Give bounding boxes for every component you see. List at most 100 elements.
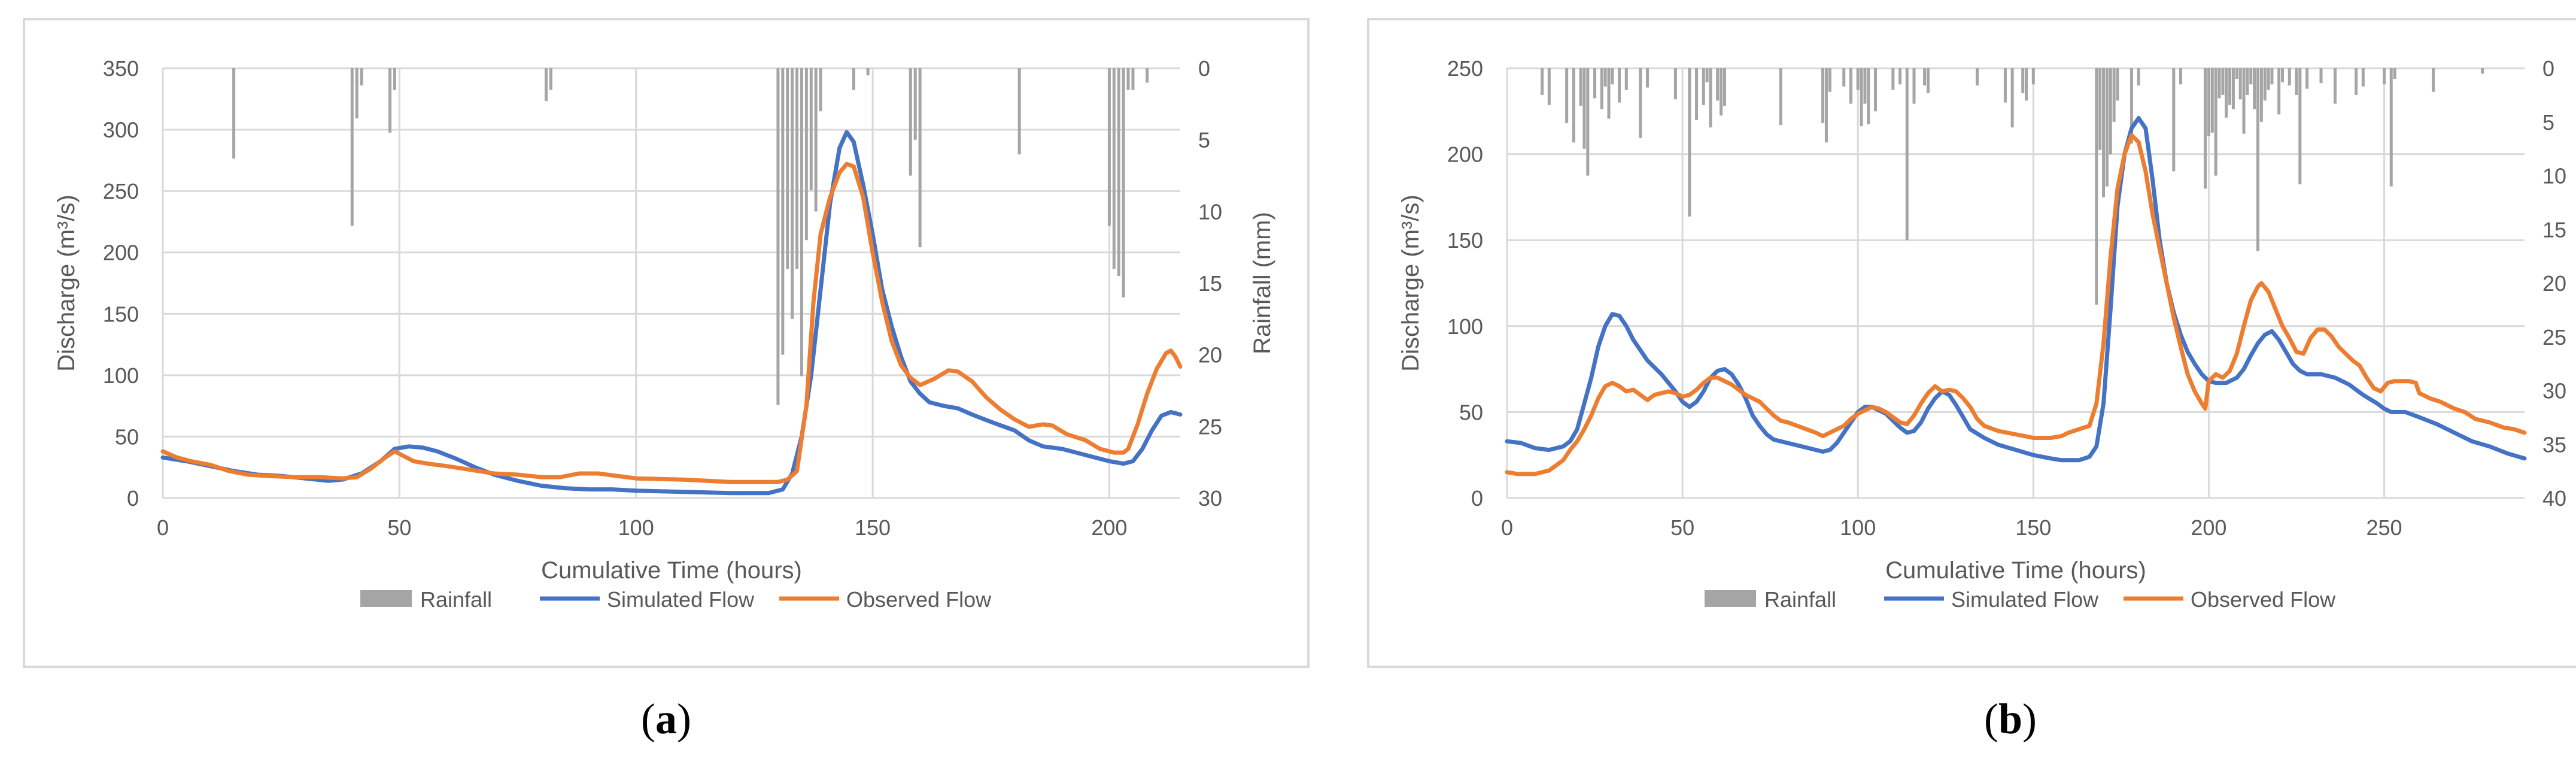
y-tick-label: 250 — [103, 179, 139, 204]
y2-tick-label: 30 — [1198, 486, 1222, 511]
rainfall-bar — [2025, 68, 2028, 101]
rainfall-bar — [1709, 68, 1712, 127]
rainfall-bar — [2256, 68, 2259, 251]
rainfall-bar — [2355, 68, 2358, 95]
rainfall-bar — [776, 68, 780, 405]
rainfall-bar — [388, 68, 392, 133]
y2-tick-label: 10 — [1198, 199, 1222, 224]
rainfall-bar — [1017, 68, 1021, 154]
rainfall-bar — [544, 68, 548, 102]
rainfall-bar — [781, 68, 785, 355]
rainfall-bar — [2207, 68, 2210, 136]
observed-flow-line — [1505, 133, 2527, 476]
rainfall-bar — [232, 68, 236, 159]
rainfall-bar — [1720, 68, 1723, 116]
rainfall-bar — [1600, 68, 1603, 110]
rainfall-bar — [909, 68, 912, 176]
rainfall-bar — [2361, 68, 2365, 87]
rainfall-bar — [2235, 68, 2238, 79]
caption-b-open: ( — [1983, 695, 1998, 743]
legend-rainfall-swatch — [1705, 590, 1756, 607]
rainfall-bar — [2112, 68, 2116, 122]
rainfall-bar — [1821, 68, 1825, 123]
rainfall-bar — [1842, 68, 1846, 87]
rainfall-bar — [1923, 68, 1927, 86]
rainfall-bar — [2105, 68, 2109, 187]
rainfall-bar — [1146, 68, 1149, 83]
rainfall-bar — [819, 68, 822, 111]
rainfall-bar — [2225, 68, 2228, 118]
y-tick-label: 350 — [103, 56, 139, 81]
x-tick-label: 200 — [2191, 515, 2226, 540]
rainfall-bar — [2210, 68, 2214, 133]
y2-tick-label: 35 — [2542, 432, 2566, 457]
y-tick-label: 100 — [1447, 314, 1483, 339]
legend-observed-label: Observed Flow — [846, 587, 992, 612]
rainfall-bar — [1131, 68, 1135, 90]
rainfall-bar — [2305, 68, 2309, 89]
rainfall-bar — [1856, 68, 1860, 90]
rainfall-bar — [2295, 68, 2298, 95]
rainfall-bar — [2228, 68, 2232, 105]
rainfall-bar — [2298, 68, 2302, 184]
rainfall-bar — [2217, 68, 2221, 99]
rainfall-bar — [2221, 68, 2225, 95]
x-tick-label: 50 — [1670, 515, 1694, 540]
rainfall-bar — [1688, 68, 1691, 217]
rainfall-bar — [355, 68, 359, 119]
y-tick-label: 50 — [115, 424, 139, 449]
rainfall-bar — [2137, 68, 2140, 86]
y-tick-label: 200 — [1447, 142, 1483, 167]
x-axis-title: Cumulative Time (hours) — [1885, 557, 2146, 584]
rainfall-bar — [2249, 68, 2253, 84]
rainfall-bar — [2319, 68, 2323, 84]
rainfall-bar — [1898, 68, 1902, 84]
rainfall-bar — [1716, 68, 1720, 101]
y2-tick-label: 15 — [1198, 271, 1222, 296]
y2-tick-label: 40 — [2542, 486, 2566, 511]
caption-a: (a) — [23, 694, 1310, 744]
rainfall-bar — [1582, 68, 1586, 149]
y-tick-label: 0 — [1471, 486, 1483, 511]
rainfall-bar — [1611, 68, 1614, 84]
x-tick-label: 200 — [1091, 515, 1127, 540]
rainfall-bar — [1586, 68, 1590, 176]
rainfall-bar — [1618, 68, 1621, 103]
y-tick-label: 200 — [103, 241, 139, 265]
chart-panel-a: 0 50 100 150 200 250 300 350 0 50 100 150 200 0 5 10 15 2… — [23, 18, 1310, 668]
rainfall-bar — [360, 68, 363, 86]
rainfall-bar — [2263, 68, 2267, 101]
y2-tick-label: 20 — [2542, 271, 2566, 296]
rainfall-bar — [1673, 68, 1677, 100]
rainfall-bar — [1779, 68, 1782, 126]
rainfall-bar — [2288, 68, 2291, 86]
y2-tick-label: 30 — [2542, 379, 2566, 403]
y2-tick-label: 15 — [2542, 217, 2566, 242]
rainfall-bar — [2172, 68, 2176, 172]
rainfall-bar — [2481, 68, 2484, 74]
y2-tick-label: 20 — [1198, 343, 1222, 368]
y-tick-label: 0 — [127, 486, 139, 511]
rainfall-bar — [2270, 68, 2274, 84]
rainfall-bar — [1593, 68, 1597, 99]
x-tick-label: 50 — [387, 515, 411, 540]
y-axis-title: Discharge (m³/s) — [1398, 195, 1424, 372]
rainfall-bar — [800, 68, 803, 377]
y-tick-label: 100 — [103, 363, 139, 388]
x-tick-label: 0 — [1501, 515, 1513, 540]
rainfall-bar — [1579, 68, 1582, 106]
rainfall-bar — [393, 68, 396, 90]
rainfall-bar — [809, 68, 813, 190]
legend-simulated-label: Simulated Flow — [607, 587, 755, 612]
rainfall-bar — [2095, 68, 2098, 305]
rainfall-bar — [2259, 68, 2263, 122]
rainfall-bar — [913, 68, 917, 140]
caption-a-letter: a — [655, 695, 677, 743]
rainfall-bar — [1547, 68, 1551, 105]
rainfall-bar — [795, 68, 799, 269]
rainfall-bar — [2021, 68, 2025, 93]
rainfall-bar — [791, 68, 794, 319]
x-axis-title: Cumulative Time (hours) — [541, 557, 802, 584]
rainfall-bar — [2231, 68, 2235, 110]
chart-svg-b: 0 50 100 150 200 250 0 50 100 150 200 250 0 5 10 15 20 25… — [1398, 56, 2566, 612]
